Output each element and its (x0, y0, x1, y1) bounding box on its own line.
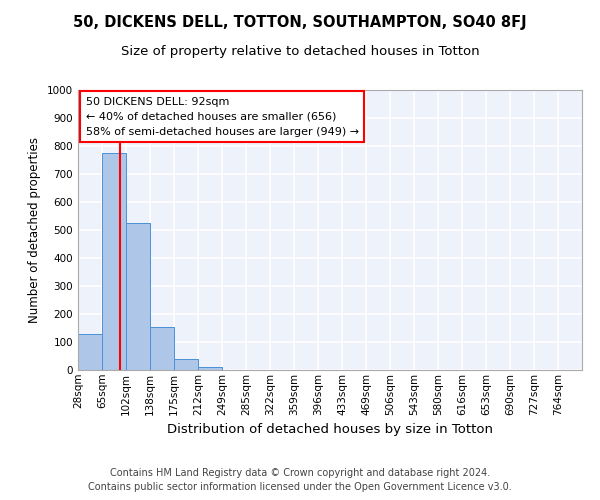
Bar (102, 153, 126, 370)
Text: Contains HM Land Registry data © Crown copyright and database right 2024.: Contains HM Land Registry data © Crown c… (110, 468, 490, 477)
Text: 50, DICKENS DELL, TOTTON, SOUTHAMPTON, SO40 8FJ: 50, DICKENS DELL, TOTTON, SOUTHAMPTON, S… (73, 15, 527, 30)
Bar (150, 326, 174, 370)
Y-axis label: Number of detached properties: Number of detached properties (28, 137, 41, 323)
Text: Contains public sector information licensed under the Open Government Licence v3: Contains public sector information licen… (88, 482, 512, 492)
Bar (126, 223, 150, 370)
Bar (174, 359, 198, 370)
Text: 50 DICKENS DELL: 92sqm
← 40% of detached houses are smaller (656)
58% of semi-de: 50 DICKENS DELL: 92sqm ← 40% of detached… (86, 97, 359, 136)
Bar (198, 366, 222, 370)
Bar (78, 334, 102, 370)
X-axis label: Distribution of detached houses by size in Totton: Distribution of detached houses by size … (167, 423, 493, 436)
Text: Size of property relative to detached houses in Totton: Size of property relative to detached ho… (121, 45, 479, 58)
